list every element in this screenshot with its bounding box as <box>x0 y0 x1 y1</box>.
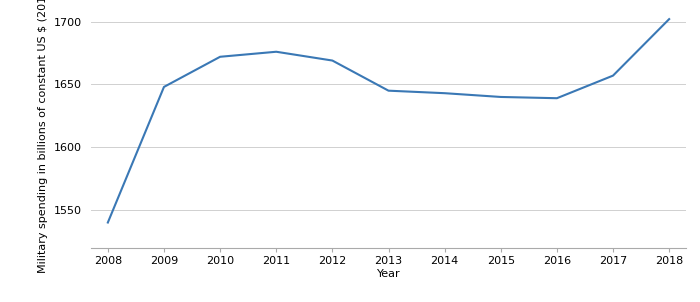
X-axis label: Year: Year <box>377 269 400 279</box>
Y-axis label: Military spending in billions of constant US $ (2016): Military spending in billions of constan… <box>38 0 48 273</box>
